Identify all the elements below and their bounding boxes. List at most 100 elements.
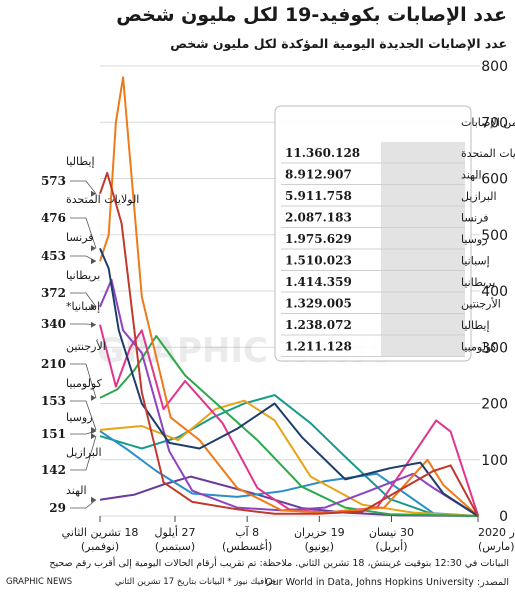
leader-arrow bbox=[91, 428, 96, 435]
series-line-spain bbox=[99, 324, 479, 516]
table-country: الأرجنتين bbox=[461, 297, 501, 311]
leader-arrow bbox=[91, 303, 96, 310]
series-line-us bbox=[99, 247, 479, 517]
y-tick-label: 200 bbox=[481, 397, 508, 413]
x-tick-label: 18 تشرين الثاني bbox=[62, 526, 139, 539]
table-value: 1.211.128 bbox=[285, 340, 352, 354]
table-country: إسبانيا bbox=[461, 255, 490, 268]
leader-line bbox=[70, 499, 97, 509]
series-label-name: الأرجنتين bbox=[66, 339, 106, 353]
table-country: الولايات المتحدة bbox=[461, 147, 515, 160]
leader-line bbox=[70, 292, 97, 307]
y-tick-label: 700 bbox=[481, 115, 508, 131]
series-lines bbox=[99, 76, 479, 517]
series-label-name: إيطاليا bbox=[66, 155, 95, 168]
series-line-colombia bbox=[99, 399, 479, 517]
leader-line bbox=[70, 400, 97, 431]
y-tick-label: 100 bbox=[481, 453, 508, 469]
x-tick-sublabel: (سبتمبر) bbox=[155, 540, 195, 553]
y-tick-label: 0 bbox=[499, 509, 508, 525]
leader-line bbox=[70, 436, 97, 471]
table-country: بريطانيا bbox=[461, 276, 495, 289]
x-tick-label: 27 أيلول bbox=[155, 525, 196, 539]
footer-credit: GRAPHIC NEWS جرافيك نيوز bbox=[6, 577, 277, 587]
series-label-name: الهند bbox=[66, 484, 87, 497]
series-label-value: 340 bbox=[41, 317, 66, 331]
series-label-name: فرنسا bbox=[66, 231, 94, 244]
x-tick-label: 19 حزيران bbox=[294, 526, 345, 539]
table-value: 2.087.183 bbox=[285, 211, 352, 225]
series-label-name: الولايات المتحدة bbox=[66, 193, 139, 206]
x-tick-sublabel: (نوفمبر) bbox=[81, 540, 119, 553]
series-line-france bbox=[99, 76, 479, 517]
table-value: 1.975.629 bbox=[285, 232, 352, 246]
chart-title: عدد الإصابات بكوفيد-19 لكل مليون شخص bbox=[116, 4, 507, 26]
x-axis-ticks: 1 آذار 2020(مارس) 30 نيسان(أبريل) 19 حزيرا… bbox=[62, 516, 515, 553]
y-axis-ticks: 0 100 200 300 400 500 600 700 800 bbox=[481, 59, 508, 525]
leader-line bbox=[70, 363, 97, 398]
series-label-value: 210 bbox=[41, 357, 66, 371]
leader-arrow bbox=[91, 245, 96, 252]
series-label-value: 153 bbox=[41, 394, 66, 408]
series-label-name: البرازيل bbox=[66, 446, 102, 459]
leader-arrow bbox=[91, 394, 96, 401]
y-tick-label: 400 bbox=[481, 284, 508, 300]
top-countries-table: دول فيها أكبر عدد من الإصابات الولايات ال… bbox=[274, 105, 515, 362]
series-label-value: 573 bbox=[41, 174, 66, 188]
leader-line bbox=[70, 180, 97, 194]
table-value: 1.414.359 bbox=[285, 275, 352, 289]
series-label-value: 372 bbox=[41, 286, 66, 300]
table-country-cell bbox=[381, 271, 465, 292]
series-label-name: روسيا bbox=[66, 411, 93, 424]
table-country: روسيا bbox=[461, 233, 488, 246]
leader-arrow bbox=[91, 258, 96, 265]
series-label-value: 142 bbox=[41, 463, 66, 477]
table-value: 11.360.128 bbox=[285, 146, 360, 160]
table-country-cell bbox=[381, 185, 465, 206]
series-label-name: إسبانيا* bbox=[66, 300, 100, 313]
x-tick-sublabel: (أبريل) bbox=[375, 539, 407, 553]
table-value: 1.510.023 bbox=[285, 254, 352, 268]
table-country-cell bbox=[381, 142, 465, 163]
table-country-cell bbox=[381, 206, 465, 227]
table-country: كولومبيا bbox=[461, 341, 498, 354]
leader-arrow bbox=[91, 496, 96, 503]
series-label-value: 29 bbox=[49, 501, 66, 515]
series-label-name: بريطانيا bbox=[66, 269, 100, 282]
footer-source: المصدر: Our World in Data, Johns Hopkins… bbox=[265, 577, 509, 588]
y-tick-label: 600 bbox=[481, 172, 508, 188]
table-country: فرنسا bbox=[461, 212, 489, 225]
table-value: 8.912.907 bbox=[285, 168, 352, 182]
series-label-name: كولومبيا bbox=[66, 377, 103, 390]
series-line-russia bbox=[99, 430, 479, 517]
leader-arrow bbox=[91, 321, 96, 328]
table-value: 5.911.758 bbox=[285, 189, 352, 203]
y-tick-label: 800 bbox=[481, 59, 508, 75]
x-tick-label: 30 نيسان bbox=[369, 526, 414, 539]
leader-arrow bbox=[91, 433, 96, 440]
leader-arrow bbox=[91, 190, 96, 197]
x-tick-sublabel: (أغسطس) bbox=[222, 539, 272, 553]
x-tick-sublabel: (مارس) bbox=[478, 540, 515, 553]
y-tick-label: 500 bbox=[481, 228, 508, 244]
table-country-cell bbox=[381, 249, 465, 270]
table-country-cell bbox=[381, 335, 465, 356]
y-tick-label: 300 bbox=[481, 340, 508, 356]
table-country: البرازيل bbox=[461, 190, 497, 203]
footer-footnote: * البيانات بتاريخ 17 تشرين الثاني bbox=[114, 577, 232, 587]
table-country: إيطاليا bbox=[461, 319, 490, 332]
leader-line bbox=[70, 217, 97, 249]
table-country: الهند bbox=[461, 169, 482, 182]
footer-note: البيانات في 12:30 بتوقيت غرينتش، 18 تشري… bbox=[49, 558, 509, 569]
table-value: 1.238.072 bbox=[285, 318, 352, 332]
table-value: 1.329.005 bbox=[285, 297, 352, 311]
series-label-value: 151 bbox=[41, 427, 66, 441]
table-country-cell bbox=[381, 292, 465, 313]
table-country-cell bbox=[381, 314, 465, 335]
footer-left: GRAPHIC NEWS جرافيك نيوز * البيانات بتار… bbox=[6, 577, 509, 587]
table-country-cell bbox=[381, 163, 465, 184]
series-label-value: 453 bbox=[41, 249, 66, 263]
chart-subtitle: عدد الإصابات الجديدة اليومية المؤكدة لكل… bbox=[170, 36, 507, 51]
